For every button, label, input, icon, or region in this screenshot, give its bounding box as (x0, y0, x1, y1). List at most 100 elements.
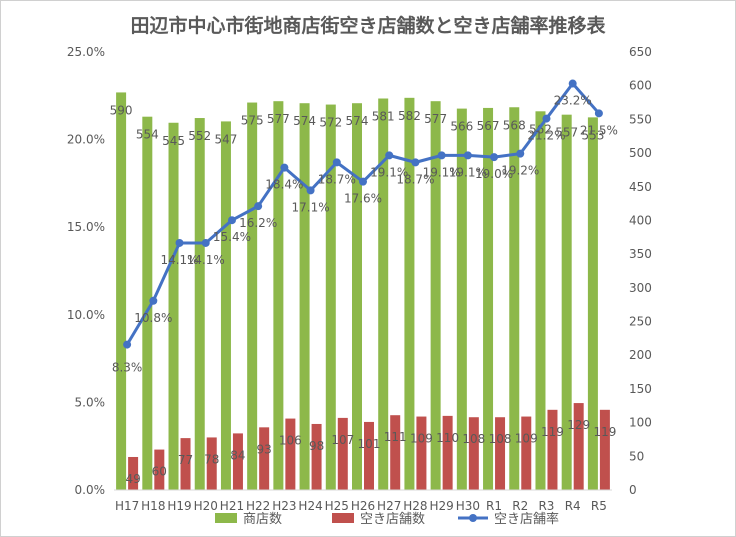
data-label-vacant: 111 (384, 430, 407, 444)
point-rate (123, 340, 132, 349)
data-label-shops: 566 (450, 120, 473, 134)
left-axis-tick-label: 25.0% (67, 45, 105, 59)
bar-vacant (468, 417, 479, 490)
data-label-rate: 18.7% (396, 172, 434, 186)
bar-vacant (416, 416, 427, 490)
data-label-vacant: 101 (358, 437, 381, 451)
bar-vacant (521, 416, 532, 490)
point-rate (359, 177, 367, 186)
bar-vacant (259, 427, 270, 490)
data-label-shops: 574 (346, 114, 369, 128)
x-axis-tick-label: H24 (298, 499, 322, 513)
x-axis-tick-label: R2 (512, 499, 528, 513)
data-label-shops: 577 (267, 112, 290, 126)
right-axis-tick-label: 300 (629, 281, 652, 295)
data-label-rate: 19.0% (475, 167, 513, 181)
data-label-shops: 581 (372, 109, 395, 123)
left-axis-tick-label: 20.0% (67, 133, 105, 147)
data-label-vacant: 119 (593, 425, 616, 439)
bar-shops (561, 114, 572, 490)
point-rate (227, 216, 236, 225)
bar-shops (325, 104, 336, 490)
left-axis-tick-label: 5.0% (75, 395, 106, 409)
bar-vacant (364, 421, 374, 490)
x-axis-tick-label: R3 (538, 499, 554, 513)
point-rate (437, 151, 446, 160)
data-label-vacant: 109 (410, 432, 433, 446)
data-label-vacant: 107 (331, 433, 354, 447)
point-rate (175, 238, 184, 247)
point-rate (490, 153, 499, 162)
right-axis-tick-label: 100 (629, 416, 652, 430)
data-label-vacant: 98 (309, 439, 324, 453)
data-label-rate: 19.1% (449, 165, 487, 179)
bar-vacant (573, 403, 584, 490)
bar-vacant (547, 409, 558, 490)
x-axis-tick-label: H25 (325, 499, 349, 513)
bar-shops (430, 101, 441, 491)
legend-label: 空き店舗数 (360, 512, 425, 527)
bar-shops (220, 121, 231, 490)
x-axis-tick-label: H30 (456, 499, 480, 513)
bar-shops (456, 108, 467, 490)
x-axis-tick-label: R4 (565, 499, 581, 513)
data-label-shops: 590 (110, 103, 133, 117)
bar-vacant (206, 437, 217, 490)
right-axis-tick-label: 600 (629, 79, 652, 93)
data-label-shops: 557 (555, 126, 578, 140)
right-axis-tick-label: 0 (629, 483, 637, 497)
point-rate (594, 109, 603, 118)
data-label-shops: 545 (162, 134, 185, 148)
bar-vacant (128, 456, 139, 490)
data-label-vacant: 78 (204, 452, 219, 466)
bar-shops (535, 111, 546, 490)
data-label-vacant: 108 (462, 432, 485, 446)
point-rate (568, 79, 577, 88)
chart-title: 田辺市中心市街地商店街空き店舗数と空き店舗率推移表 (130, 15, 606, 37)
bar-vacant (442, 415, 453, 490)
x-axis-tick-label: R1 (486, 499, 502, 513)
bar-shops (168, 122, 179, 490)
data-label-rate: 23.2% (554, 94, 592, 108)
data-label-rate: 16.2% (239, 216, 277, 230)
x-axis-tick-label: H21 (220, 499, 244, 513)
legend-swatch (332, 513, 354, 523)
bar-vacant (154, 449, 165, 490)
right-axis-tick-label: 250 (629, 315, 652, 329)
data-label-rate: 14.1% (160, 253, 198, 267)
data-label-shops: 552 (188, 129, 211, 143)
x-axis-tick-label: H28 (403, 499, 427, 513)
x-axis-tick-label: H26 (351, 499, 375, 513)
data-label-rate: 18.7% (318, 172, 356, 186)
x-axis-tick-label: H23 (272, 499, 296, 513)
bar-shops (483, 107, 494, 490)
point-rate (542, 114, 551, 123)
data-label-vacant: 108 (489, 432, 512, 446)
x-axis-tick-label: H27 (377, 499, 401, 513)
left-axis-tick-label: 15.0% (67, 220, 105, 234)
data-label-shops: 547 (214, 132, 237, 146)
data-label-vacant: 119 (541, 425, 564, 439)
data-label-rate: 8.3% (112, 361, 143, 375)
bar-shops (194, 118, 205, 490)
right-axis-tick-label: 500 (629, 146, 652, 160)
data-label-shops: 575 (241, 114, 264, 128)
point-rate (411, 158, 420, 167)
point-rate (201, 238, 210, 247)
data-label-vacant: 60 (152, 465, 167, 479)
bar-shops (352, 103, 362, 490)
x-axis-tick-label: H19 (167, 499, 191, 513)
data-label-shops: 554 (136, 128, 159, 142)
x-axis-tick-label: H20 (194, 499, 218, 513)
data-label-vacant: 93 (257, 442, 272, 456)
bar-vacant (390, 415, 401, 490)
data-label-shops: 577 (424, 112, 447, 126)
data-label-rate: 19.2% (501, 164, 539, 178)
data-label-shops: 567 (477, 119, 500, 133)
legend-label: 空き店舗率 (494, 511, 559, 527)
point-rate (385, 151, 394, 160)
bar-vacant (285, 418, 296, 490)
data-label-rate: 15.4% (213, 230, 251, 244)
right-axis-tick-label: 650 (629, 45, 652, 59)
